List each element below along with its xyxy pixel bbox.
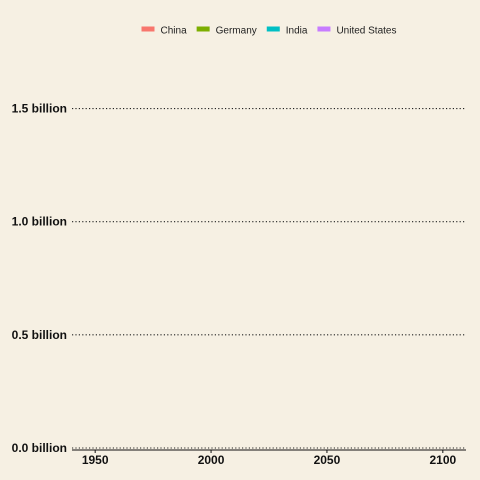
y-axis-tick-labels: 0.0 billion 0.5 billion 1.0 billion 1.5 bil… — [12, 102, 67, 455]
x-tick-label: 1950 — [82, 453, 109, 467]
legend-swatch — [317, 26, 331, 32]
legend-swatch — [196, 26, 210, 32]
legend-label: United States — [336, 26, 396, 37]
legend: China Germany India United States — [141, 26, 397, 37]
legend-item: United States — [317, 26, 397, 37]
x-tick-label: 2000 — [198, 453, 225, 467]
y-tick-label: 0.0 billion — [12, 441, 67, 455]
legend-item: China — [141, 26, 188, 37]
legend-item: India — [266, 26, 308, 37]
y-tick-label: 1.0 billion — [12, 215, 67, 229]
grid-lines — [72, 108, 466, 449]
legend-item: Germany — [196, 26, 257, 37]
legend-label: Germany — [216, 26, 257, 37]
legend-label: China — [161, 26, 188, 37]
x-tick-label: 2050 — [314, 453, 341, 467]
y-tick-label: 1.5 billion — [12, 102, 67, 116]
x-tick-label: 2100 — [429, 453, 456, 467]
legend-swatch — [266, 26, 280, 32]
legend-swatch — [141, 26, 155, 32]
y-tick-label: 0.5 billion — [12, 328, 67, 342]
legend-label: India — [286, 26, 308, 37]
x-axis: 1950 2000 2050 2100 — [72, 449, 466, 467]
